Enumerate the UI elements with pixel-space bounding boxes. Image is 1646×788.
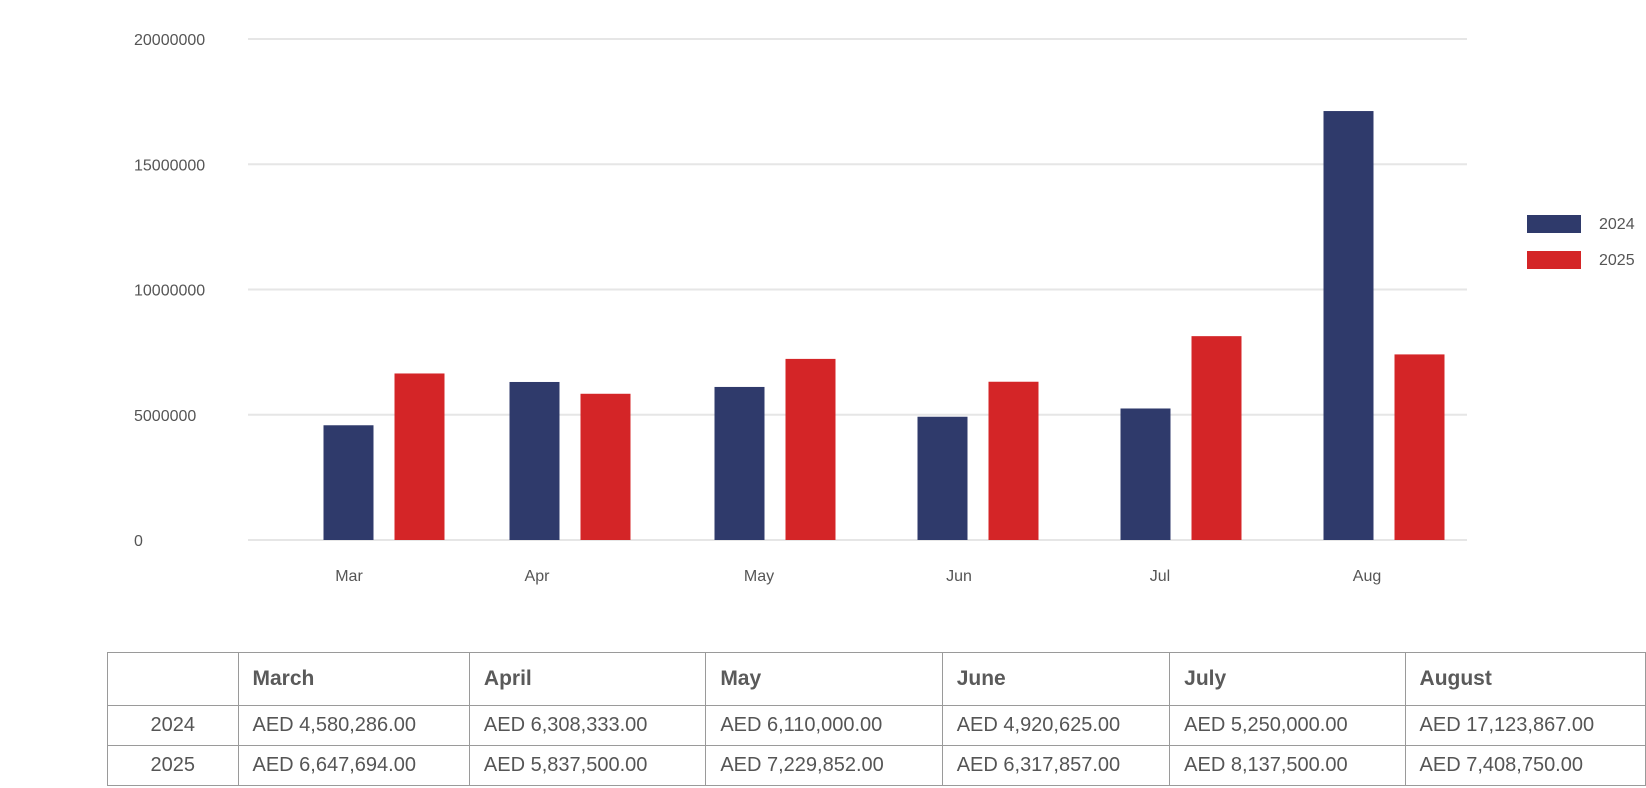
y-tick-label: 10000000 <box>134 283 205 300</box>
y-tick-label: 0 <box>134 533 143 550</box>
table-header-cell: March <box>237 652 470 706</box>
bar-2024-apr <box>509 381 560 540</box>
bars <box>323 111 1445 541</box>
bar-2025-mar <box>394 373 445 540</box>
x-tick-label: Mar <box>335 568 363 585</box>
table-header-cell: June <box>941 652 1171 706</box>
table-cell: AED 6,647,694.00 <box>237 745 470 786</box>
data-table: March April May June July August 2024 AE… <box>107 652 1646 786</box>
table-header-row: March April May June July August <box>107 652 1646 706</box>
bar-2025-jul <box>1191 336 1242 540</box>
table-cell: AED 5,250,000.00 <box>1169 705 1406 746</box>
table-cell: AED 17,123,867.00 <box>1404 705 1646 746</box>
bar-2025-jun <box>988 381 1039 540</box>
table-cell: AED 4,920,625.00 <box>941 705 1171 746</box>
table-cell: AED 7,229,852.00 <box>705 745 943 786</box>
y-tick-label: 15000000 <box>134 157 205 174</box>
table-header-cell: July <box>1169 652 1406 706</box>
y-axis: 0 5000000 10000000 15000000 20000000 <box>134 32 205 550</box>
table-header-cell: April <box>468 652 707 706</box>
legend-label-2024: 2024 <box>1599 216 1635 233</box>
bar-2024-jun <box>917 416 968 540</box>
bar-2024-may <box>714 386 765 540</box>
table-header-cell <box>107 652 239 706</box>
legend: 2024 2025 <box>1527 215 1635 269</box>
x-tick-label: Aug <box>1353 568 1381 585</box>
bar-2025-apr <box>580 393 631 540</box>
table-cell: AED 6,308,333.00 <box>468 705 707 746</box>
table-cell: AED 6,110,000.00 <box>705 705 943 746</box>
bar-2024-aug <box>1323 111 1374 541</box>
bar-2024-mar <box>323 425 374 540</box>
table-row-year: 2025 <box>107 745 239 786</box>
table-header-cell: May <box>705 652 943 706</box>
x-tick-label: May <box>744 568 774 585</box>
table-row: 2025 AED 6,647,694.00 AED 5,837,500.00 A… <box>107 745 1646 786</box>
x-tick-label: Jun <box>946 568 972 585</box>
bar-2024-jul <box>1120 408 1171 540</box>
legend-swatch-2025 <box>1527 251 1581 269</box>
table-cell: AED 8,137,500.00 <box>1169 745 1406 786</box>
table-cell: AED 6,317,857.00 <box>941 745 1171 786</box>
x-axis: Mar Apr May Jun Jul Aug <box>335 568 1381 585</box>
y-tick-label: 5000000 <box>134 408 196 425</box>
legend-label-2025: 2025 <box>1599 252 1635 269</box>
bar-2025-may <box>785 358 836 540</box>
legend-swatch-2024 <box>1527 215 1581 233</box>
grid-lines <box>248 38 1467 541</box>
table-row: 2024 AED 4,580,286.00 AED 6,308,333.00 A… <box>107 705 1646 746</box>
table-header-cell: August <box>1404 652 1646 706</box>
bar-2025-aug <box>1394 354 1445 540</box>
table-cell: AED 7,408,750.00 <box>1404 745 1646 786</box>
x-tick-label: Apr <box>525 568 551 585</box>
y-tick-label: 20000000 <box>134 32 205 49</box>
table-cell: AED 4,580,286.00 <box>237 705 470 746</box>
x-tick-label: Jul <box>1150 568 1170 585</box>
table-row-year: 2024 <box>107 705 239 746</box>
table-cell: AED 5,837,500.00 <box>468 745 707 786</box>
